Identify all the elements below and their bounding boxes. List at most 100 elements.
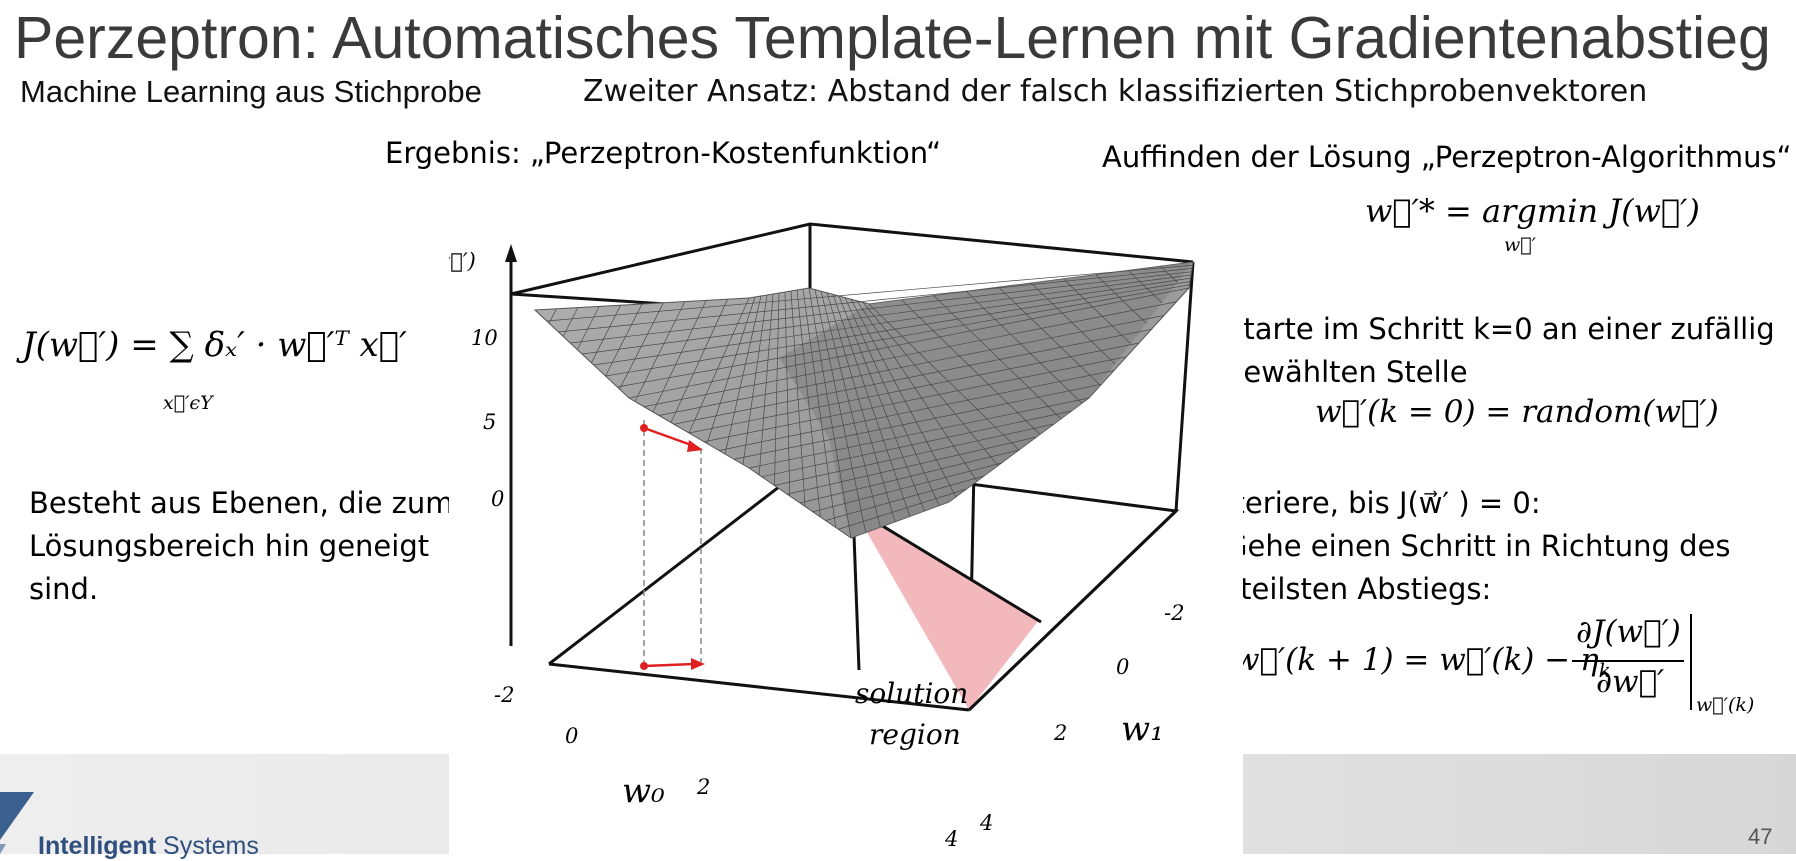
update-rule-eval-bar bbox=[1690, 614, 1692, 710]
update-rule-numerator: ∂J(w⃗′) bbox=[1576, 614, 1681, 650]
surface-mesh-line bbox=[591, 305, 621, 363]
update-rule-eval-point: w⃗′(k) bbox=[1696, 694, 1755, 716]
surface-mesh-line bbox=[581, 274, 1192, 355]
surface-mesh-line bbox=[774, 292, 780, 486]
gradient-step-arrow-floor bbox=[643, 662, 695, 668]
surface-mesh-line bbox=[998, 286, 1100, 385]
gradient-arrowhead bbox=[687, 440, 703, 452]
start-description: Starte im Schritt k=0 an einer zufällig … bbox=[1225, 308, 1775, 394]
w0-tick-label: 4 bbox=[944, 827, 958, 851]
surface-mesh-line bbox=[838, 295, 925, 512]
surface-mesh-line bbox=[850, 299, 957, 497]
logo-word: Systems bbox=[163, 832, 259, 860]
argmin-subscript: w⃗′ bbox=[1504, 234, 1536, 256]
logo-mark bbox=[0, 792, 34, 854]
w1-tick-label: 2 bbox=[1053, 721, 1067, 745]
surface-mesh-line bbox=[619, 302, 664, 390]
plot-box-edge bbox=[1174, 261, 1195, 512]
surface-mesh-line bbox=[820, 291, 881, 528]
w1-tick-label: 0 bbox=[1116, 655, 1129, 679]
surface-mesh-line bbox=[802, 288, 837, 528]
surface-mesh-line bbox=[826, 292, 896, 522]
w1-tick-label: 4 bbox=[979, 811, 993, 835]
z-axis-arrowhead bbox=[505, 244, 517, 262]
gradient-step-arrow-surface bbox=[643, 426, 695, 448]
surface-mesh-line bbox=[670, 299, 728, 423]
surface-mesh-line bbox=[688, 342, 1140, 434]
surface-mesh-line bbox=[862, 302, 999, 466]
surface-mesh-line bbox=[844, 297, 940, 506]
surface-mesh-line bbox=[617, 284, 1190, 388]
surface-mesh-line bbox=[784, 291, 791, 497]
step-description: Gehe einen Schritt in Richtung des steil… bbox=[1225, 525, 1730, 611]
surface-mesh-line bbox=[1160, 265, 1178, 283]
update-rule-fraction-bar bbox=[1572, 660, 1684, 662]
cost-formula-main: J(w⃗′) = ∑ δₓ′ · w⃗′ᵀ x⃗′ bbox=[22, 325, 407, 365]
surface-mesh-line bbox=[558, 268, 1193, 333]
surface-mesh-line bbox=[742, 294, 768, 465]
step-description-line: steilsten Abstiegs: bbox=[1225, 572, 1492, 606]
step-description-line: Gehe einen Schritt in Richtung des bbox=[1225, 529, 1731, 563]
page-number: 47 bbox=[1748, 824, 1773, 849]
w0-tick-label: 2 bbox=[696, 775, 710, 799]
solution-heading: Auffinden der Lösung „Perzeptron-Algorit… bbox=[1102, 140, 1792, 174]
surface-mesh-line bbox=[933, 295, 1062, 420]
surface-mesh-line bbox=[1095, 274, 1147, 324]
surface-mesh-line bbox=[1030, 282, 1116, 365]
surface-plot-svg: J (w⃗′) 10 5 0 -2 0 2 4 w₀ -2 0 2 4 w₁ s… bbox=[405, 222, 1195, 851]
cost-description-line: Besteht aus Ebenen, die zum bbox=[29, 486, 454, 520]
floor-right-edge bbox=[967, 509, 1178, 712]
start-formula: w⃗′(k = 0) = random(w⃗′) bbox=[1315, 394, 1719, 430]
gradient-arrowhead bbox=[691, 658, 705, 670]
w1-tick-label: -2 bbox=[1164, 601, 1184, 625]
solution-region-label: solution bbox=[855, 677, 968, 710]
slide-title: Perzeptron: Automatisches Template-Lerne… bbox=[14, 5, 1771, 71]
z-tick-label: 0 bbox=[491, 487, 504, 511]
surface-mesh-line bbox=[1063, 278, 1131, 344]
solution-region-label: region bbox=[869, 718, 961, 751]
surface-mesh-line bbox=[838, 488, 967, 530]
update-rule-denominator: ∂w⃗′ bbox=[1596, 664, 1665, 700]
surface-mesh-line bbox=[576, 306, 600, 350]
surface-mesh-line bbox=[548, 308, 557, 324]
surface-mesh-line bbox=[643, 301, 1177, 408]
z-tick-label: 10 bbox=[471, 326, 498, 350]
surface-mesh-line bbox=[652, 300, 707, 413]
surface-mesh-line bbox=[724, 295, 762, 455]
surface-mesh-line bbox=[814, 289, 867, 533]
surface-mesh-line bbox=[856, 300, 978, 482]
w0-axis-label: w₀ bbox=[622, 771, 665, 811]
result-heading: Ergebnis: „Perzeptron-Kostenfunktion“ bbox=[385, 136, 942, 170]
slide-subtitle: Machine Learning aus Stichprobe bbox=[20, 74, 482, 109]
surface-mesh-line bbox=[868, 303, 1020, 451]
surface-mesh-line bbox=[787, 436, 1037, 495]
perceptron-cost-surface-plot: J (w⃗′) 10 5 0 -2 0 2 4 w₀ -2 0 2 4 w₁ s… bbox=[405, 178, 1243, 854]
argmin-formula: w⃗′* = argmin J(w⃗′) bbox=[1365, 192, 1700, 230]
surface-mesh-line bbox=[634, 301, 686, 402]
w0-tick-label: 0 bbox=[565, 724, 578, 748]
start-description-line: gewählten Stelle bbox=[1225, 355, 1468, 389]
surface-mesh-line bbox=[605, 281, 1191, 377]
cost-description: Besteht aus Ebenen, die zum Lösungsberei… bbox=[29, 482, 454, 611]
surface-mesh-line bbox=[593, 277, 1191, 366]
cost-function-sum-index: x⃗′ϵY bbox=[163, 392, 213, 414]
cost-description-line: Lösungsbereich hin geneigt bbox=[29, 529, 430, 563]
surface-mesh-line bbox=[832, 294, 911, 517]
surface-mesh-line bbox=[965, 291, 1083, 404]
w1-axis-label: w₁ bbox=[1121, 709, 1164, 749]
start-description-line: Starte im Schritt k=0 an einer zufällig bbox=[1225, 312, 1775, 346]
floor-front-edge bbox=[548, 662, 970, 712]
surface-mesh-line bbox=[796, 289, 821, 518]
surface-mesh-line bbox=[703, 356, 1127, 443]
surface-mesh-line bbox=[688, 297, 750, 434]
surface-mesh-line bbox=[733, 383, 1102, 460]
surface-mesh-line bbox=[799, 449, 1020, 504]
surface-mesh-line bbox=[761, 410, 1072, 478]
w0-tick-label: -2 bbox=[494, 683, 514, 707]
surface-mesh-line bbox=[562, 307, 579, 337]
surface-mesh-line bbox=[546, 264, 1193, 322]
surface-mesh-line bbox=[901, 299, 1041, 435]
logo-text: Intelligent Systems bbox=[38, 832, 259, 861]
solution-region bbox=[853, 508, 1039, 710]
surface-mesh-line bbox=[570, 271, 1192, 344]
